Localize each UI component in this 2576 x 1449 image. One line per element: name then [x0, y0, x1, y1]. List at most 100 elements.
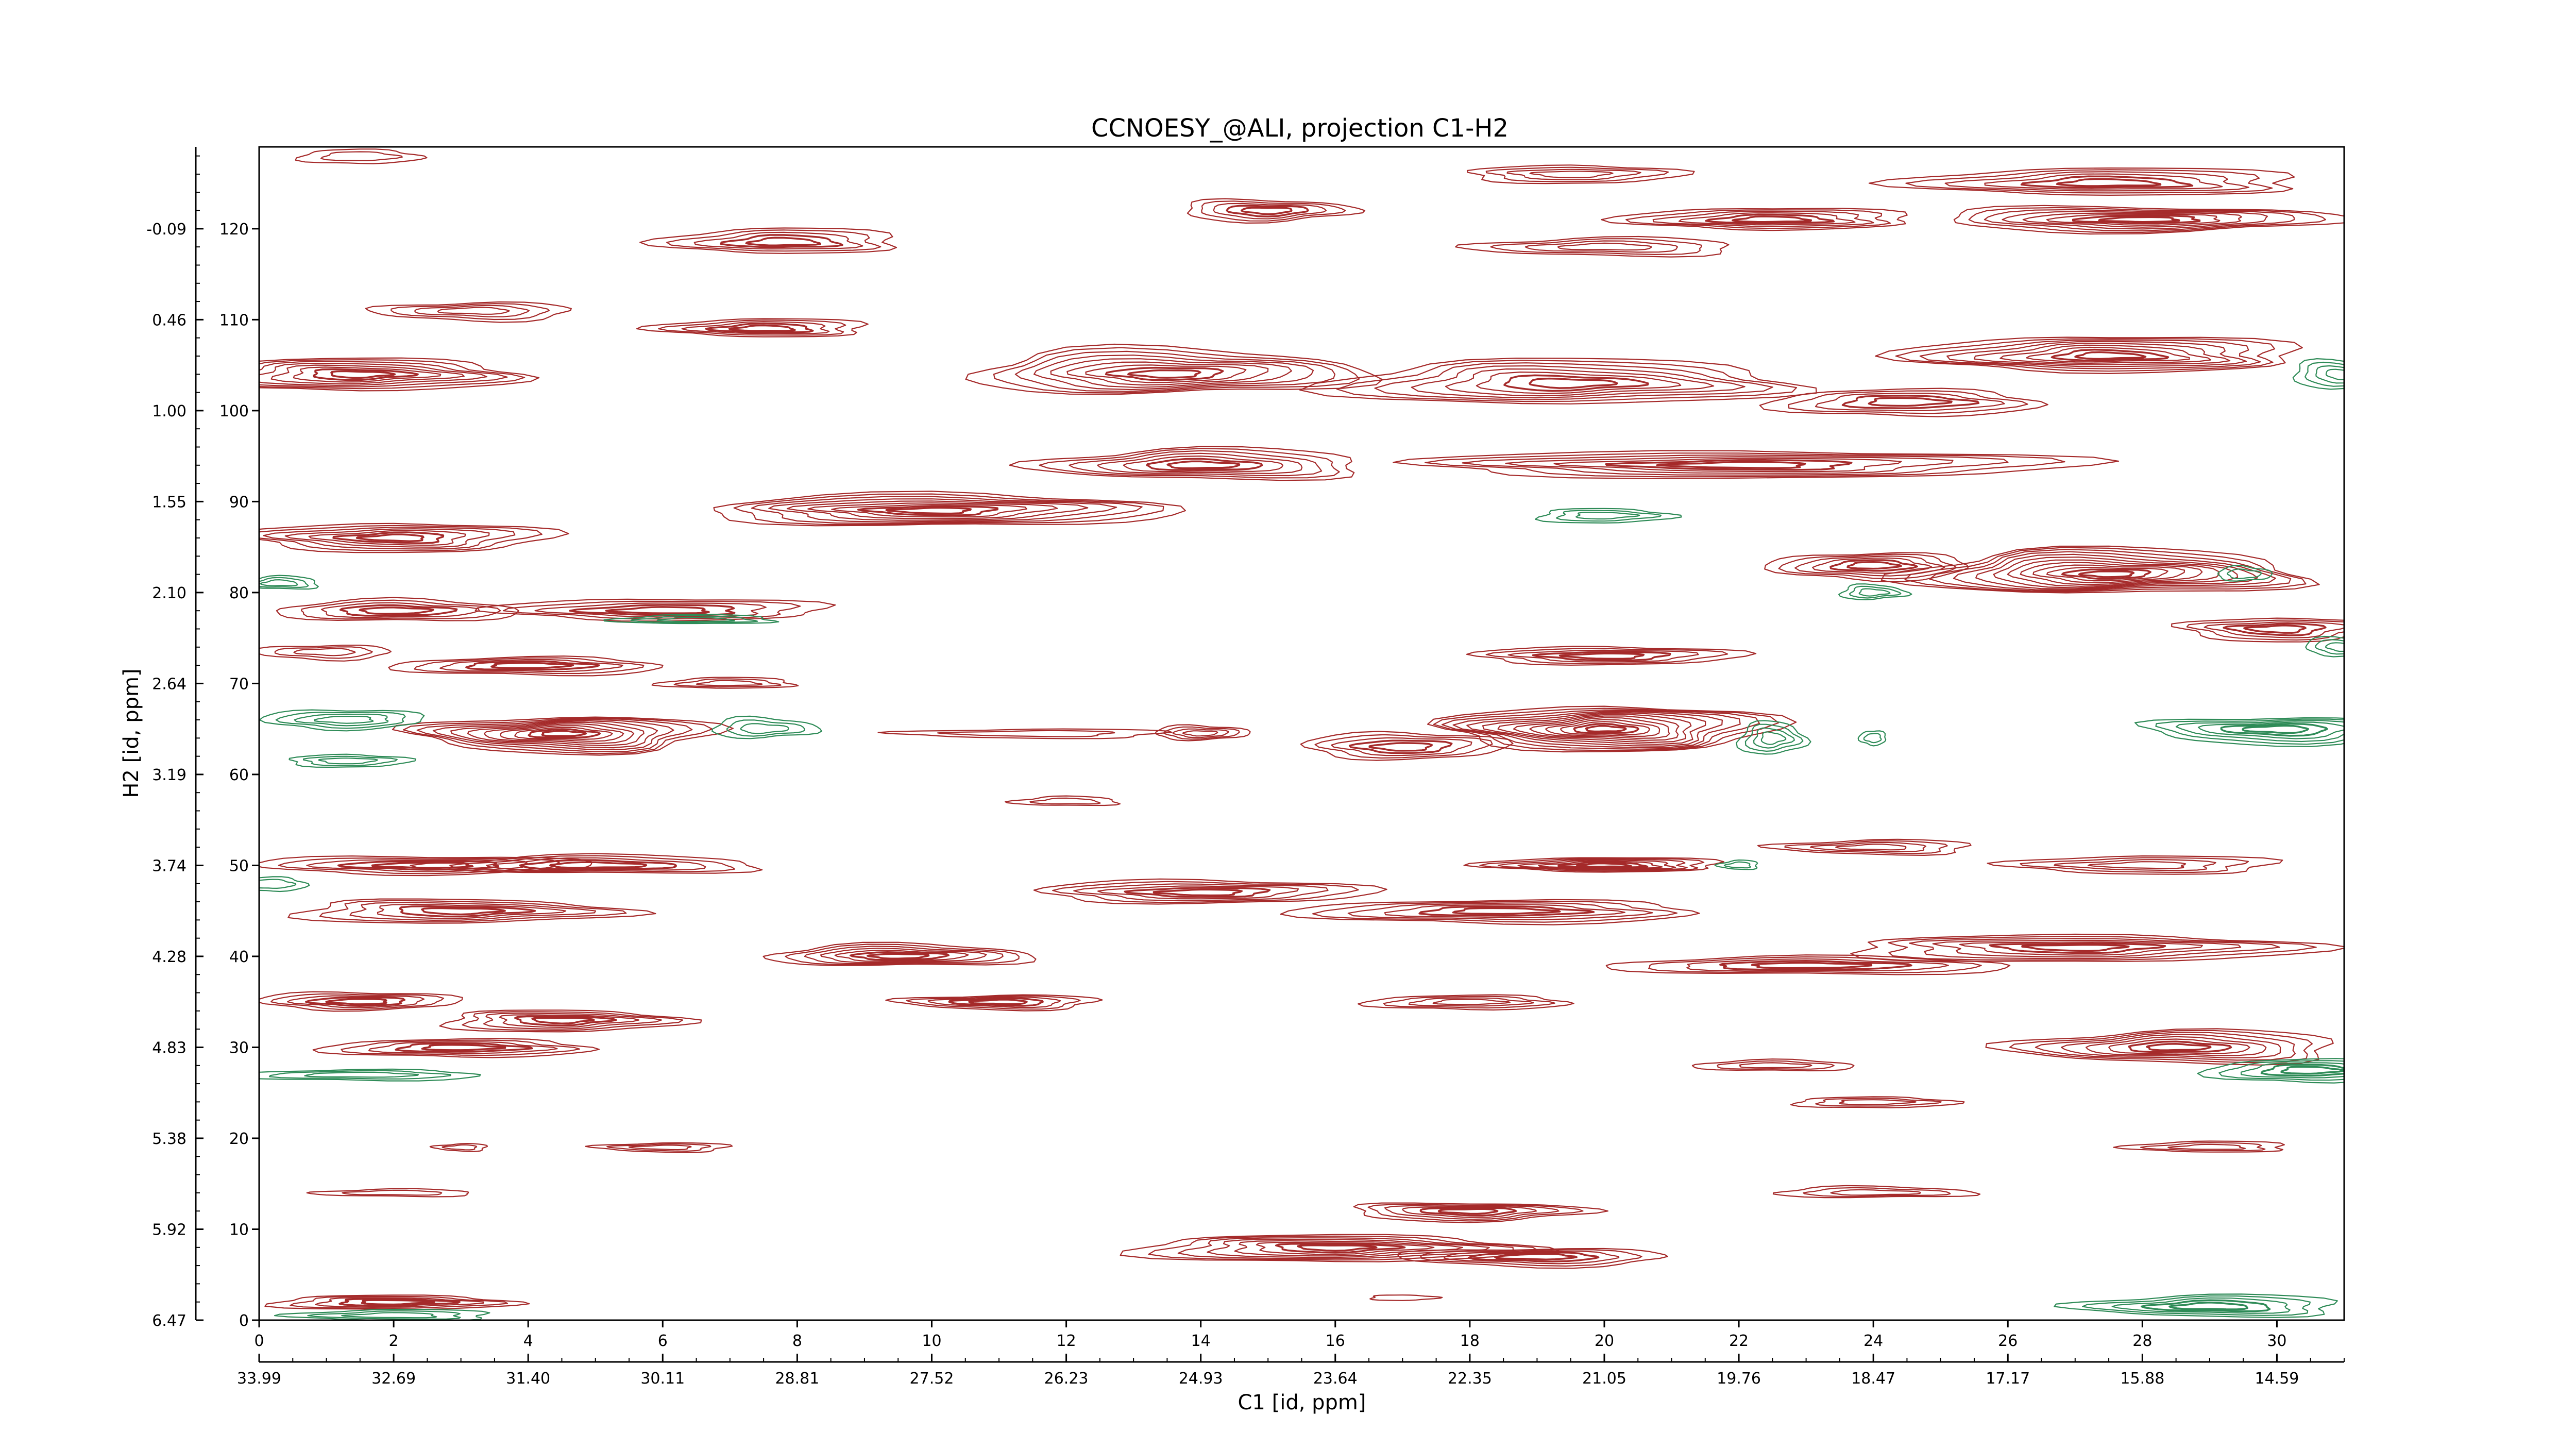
positive-peak — [259, 357, 540, 392]
y-index-tick-label: 10 — [229, 1221, 249, 1239]
x-ppm-tick-label: 27.52 — [910, 1370, 954, 1388]
contour-level — [2217, 564, 2273, 582]
contour-level — [1736, 720, 1811, 755]
positive-peak — [1120, 1234, 1560, 1262]
contour-level — [437, 307, 510, 315]
y-index-tick-label: 70 — [229, 675, 249, 693]
negative-peak — [2217, 564, 2273, 582]
contour-level — [1408, 997, 1534, 1007]
contour-level — [1226, 205, 1309, 218]
contour-level — [293, 366, 442, 383]
contour-level — [1507, 649, 1699, 663]
contour-level — [1850, 933, 2344, 962]
contour-level — [728, 324, 796, 332]
contour-level — [2141, 1299, 2271, 1312]
contour-level — [531, 1017, 595, 1024]
contour-level — [1420, 1249, 1642, 1267]
contour-level — [820, 948, 987, 964]
negative-peak — [274, 1308, 490, 1320]
positive-peak — [1987, 855, 2283, 875]
contour-level — [1485, 166, 1669, 182]
contour-level — [2020, 175, 2194, 189]
positive-peak — [306, 1188, 469, 1198]
contour-level — [332, 531, 445, 544]
contour-level — [2218, 1060, 2344, 1081]
contour-level — [1545, 719, 1660, 737]
positive-peak — [877, 728, 1173, 739]
contour-level — [1691, 1058, 1855, 1072]
contour-level — [1714, 859, 1758, 870]
contour-level — [259, 644, 392, 662]
contour-level — [2314, 639, 2344, 655]
contour-level — [1953, 205, 2344, 235]
contour-level — [1605, 954, 2011, 975]
contour-level — [906, 995, 1081, 1010]
contour-level — [1815, 393, 2005, 412]
y-index-tick-label: 60 — [229, 766, 249, 784]
contour-level — [1331, 737, 1472, 756]
contour-level — [514, 727, 613, 740]
y-ppm-tick-label: 5.92 — [152, 1221, 187, 1239]
y-index-tick-label: 100 — [219, 402, 249, 420]
contour-level — [410, 853, 763, 874]
y-index-tick-label: 40 — [229, 948, 249, 966]
contour-level — [968, 999, 1028, 1005]
contour-level — [339, 604, 458, 617]
contour-level — [1751, 962, 1873, 969]
x-ppm-tick-label: 17.17 — [1986, 1370, 2030, 1388]
contour-level — [1987, 855, 2283, 875]
x-index-tick-label: 16 — [1326, 1332, 1345, 1350]
contour-level — [1625, 209, 1891, 229]
contour-level — [877, 728, 1173, 739]
positive-peak — [1466, 646, 1757, 666]
contour-level — [2155, 718, 2344, 745]
contour-level — [1905, 169, 2273, 194]
contour-level — [1932, 939, 2242, 958]
contour-level — [1085, 364, 1247, 383]
positive-peak — [1764, 552, 1969, 583]
y-ppm-tick-label: 2.10 — [152, 584, 187, 602]
contour-level — [330, 370, 396, 379]
contour-level — [519, 859, 677, 870]
x-index-tick-label: 30 — [2267, 1332, 2286, 1350]
contour-level — [831, 504, 1028, 518]
positive-peak — [276, 597, 519, 621]
contour-level — [1172, 728, 1229, 738]
contour-level — [1784, 840, 1948, 854]
contour-level — [1686, 958, 1949, 972]
contour-level — [483, 1013, 663, 1030]
contour-level — [391, 303, 550, 321]
contour-level — [402, 717, 713, 754]
positive-peak — [410, 853, 763, 874]
contour-level — [1560, 721, 1650, 735]
y-ppm-tick-label: 1.00 — [152, 402, 187, 420]
contour-level — [2056, 178, 2162, 187]
contour-level — [395, 1042, 533, 1053]
positive-peak — [1601, 208, 1908, 231]
contour-level — [834, 950, 969, 962]
contour-level — [414, 305, 530, 317]
contour-level — [885, 994, 1103, 1012]
contour-level — [2243, 625, 2307, 634]
positive-peak — [259, 991, 463, 1012]
contour-level — [307, 1310, 461, 1320]
contour-level — [1953, 551, 2276, 591]
contour-level — [867, 953, 930, 959]
contour-level — [1557, 242, 1652, 251]
contour-level — [2026, 346, 2190, 363]
contour-level — [1753, 727, 1795, 749]
contour-level — [726, 719, 805, 737]
contour-level — [259, 525, 543, 551]
contour-level — [1895, 338, 2276, 372]
contour-level — [2168, 1302, 2248, 1310]
contour-level — [450, 720, 658, 749]
negative-peak — [711, 715, 822, 739]
contour-level — [1846, 561, 1902, 570]
positive-peak — [636, 318, 869, 338]
contour-level — [1968, 207, 2326, 233]
contour-level — [313, 715, 374, 724]
contour-level — [1476, 371, 1682, 394]
positive-peak — [965, 343, 1383, 395]
contour-level — [1358, 994, 1574, 1011]
contour-level — [603, 613, 779, 625]
